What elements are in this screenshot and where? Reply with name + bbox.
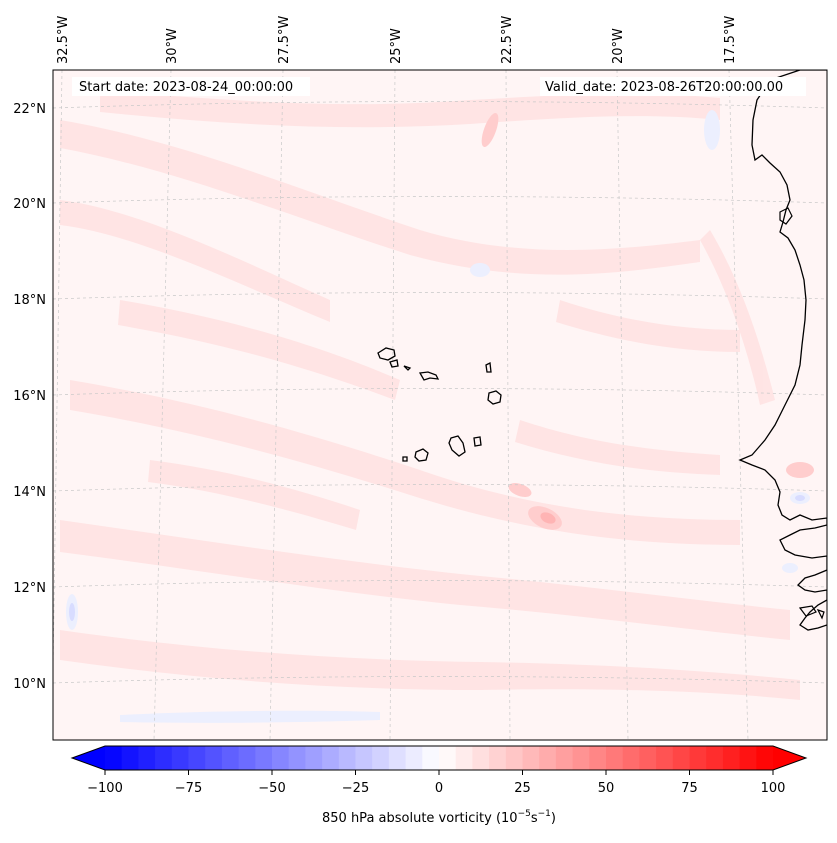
colorbar-cell — [656, 746, 674, 770]
colorbar-cell — [171, 746, 189, 770]
colorbar-cell — [606, 746, 624, 770]
cape-verde-islands — [377, 347, 502, 462]
colorbar-cell — [221, 746, 240, 770]
colorbar-title: 850 hPa absolute vorticity (10−5s−1) — [322, 809, 556, 826]
colorbar-cell — [505, 746, 523, 770]
start-date-box — [72, 77, 310, 96]
colorbar-cell — [622, 746, 640, 770]
lon-label-20: 20°W — [611, 28, 626, 64]
colorbar-cell — [756, 746, 774, 770]
colorbar-title-end: ) — [551, 811, 556, 826]
graticule — [53, 70, 827, 740]
colorbar-cell — [672, 746, 690, 770]
colorbar-cell — [288, 746, 306, 770]
colorbar-cell — [439, 746, 457, 770]
colorbar-cell — [255, 746, 273, 770]
lat-label-14: 14°N — [13, 485, 46, 500]
colorbar-cell — [322, 746, 340, 770]
colorbar-title-main: 850 hPa absolute vorticity (10 — [322, 811, 518, 826]
colorbar-cell — [121, 746, 139, 770]
cb-tick-label: −50 — [258, 781, 285, 796]
colorbar-title-exp1: −5 — [518, 809, 531, 819]
lat-label-16: 16°N — [13, 389, 46, 404]
colorbar-extend-max — [773, 746, 806, 770]
colorbar-cell — [722, 746, 741, 770]
lon-label-32-5: 32.5°W — [56, 16, 71, 64]
colorbar-cell — [372, 746, 390, 770]
longitude-labels: 32.5°W 30°W 27.5°W 25°W 22.5°W 20°W 17.5… — [56, 16, 738, 64]
lat-label-12: 12°N — [13, 581, 46, 596]
cb-tick-label: 50 — [598, 781, 615, 796]
lon-label-17-5: 17.5°W — [723, 16, 738, 64]
colorbar-cell — [689, 746, 707, 770]
colorbar-cell — [555, 746, 574, 770]
colorbar-cell — [639, 746, 657, 770]
lat-label-22: 22°N — [13, 102, 46, 117]
lon-label-27-5: 27.5°W — [277, 16, 292, 64]
cb-tick-label: −75 — [175, 781, 202, 796]
coast-islet — [779, 207, 793, 225]
colorbar-cell — [238, 746, 256, 770]
colorbar-cell — [589, 746, 607, 770]
colorbar-cell — [489, 746, 507, 770]
lat-label-10: 10°N — [13, 677, 46, 692]
colorbar-cell — [188, 746, 206, 770]
colorbar-cell — [455, 746, 473, 770]
lat-label-18: 18°N — [13, 293, 46, 308]
colorbar-cell — [138, 746, 156, 770]
colorbar-cell — [105, 746, 123, 770]
colorbar-cell — [706, 746, 724, 770]
colorbar-extend-min — [72, 746, 105, 770]
cb-tick-label: 0 — [435, 781, 443, 796]
colorbar-tick-marks — [104, 770, 774, 775]
colorbar-cell — [155, 746, 173, 770]
lon-label-22-5: 22.5°W — [500, 16, 515, 64]
lat-label-20: 20°N — [13, 197, 46, 212]
colorbar-cell — [272, 746, 290, 770]
colorbar-cell — [305, 746, 323, 770]
start-date-label: Start date: 2023-08-24_00:00:00 — [79, 80, 293, 95]
latitude-labels: 22°N 20°N 18°N 16°N 14°N 12°N 10°N — [13, 102, 46, 692]
bijagos-islet — [798, 605, 817, 617]
colorbar-cell — [422, 746, 440, 770]
africa-coastline — [738, 70, 827, 631]
colorbar-tick-labels: −100 −75 −50 −25 0 25 50 75 100 — [87, 781, 785, 796]
cb-tick-label: 75 — [681, 781, 698, 796]
colorbar-cell — [472, 746, 490, 770]
lon-label-25: 25°W — [389, 28, 404, 64]
colorbar-cell — [405, 746, 423, 770]
map-frame — [52, 69, 828, 741]
colorbar-title-exp2: −1 — [538, 809, 551, 819]
colorbar-cell — [539, 746, 557, 770]
colorbar-cell — [338, 746, 356, 770]
colorbar-cell — [522, 746, 540, 770]
colorbar-cell — [572, 746, 590, 770]
colorbar-cell — [205, 746, 223, 770]
colorbar: −100 −75 −50 −25 0 25 50 75 100 850 hPa … — [70, 745, 808, 826]
lon-label-30: 30°W — [165, 28, 180, 64]
colorbar-cells — [72, 746, 806, 770]
colorbar-cell — [739, 746, 757, 770]
vorticity-field — [53, 70, 827, 740]
bijagos-islet-2 — [816, 608, 825, 620]
colorbar-cell — [388, 746, 407, 770]
cb-tick-label: 100 — [761, 781, 786, 796]
valid-date-label: Valid_date: 2023-08-26T20:00:00.00 — [545, 80, 783, 95]
cb-tick-label: −25 — [342, 781, 369, 796]
cb-tick-label: −100 — [87, 781, 123, 796]
colorbar-title-unit: s — [531, 811, 538, 826]
cb-tick-label: 25 — [514, 781, 531, 796]
colorbar-cell — [355, 746, 373, 770]
valid-date-box — [540, 77, 806, 96]
